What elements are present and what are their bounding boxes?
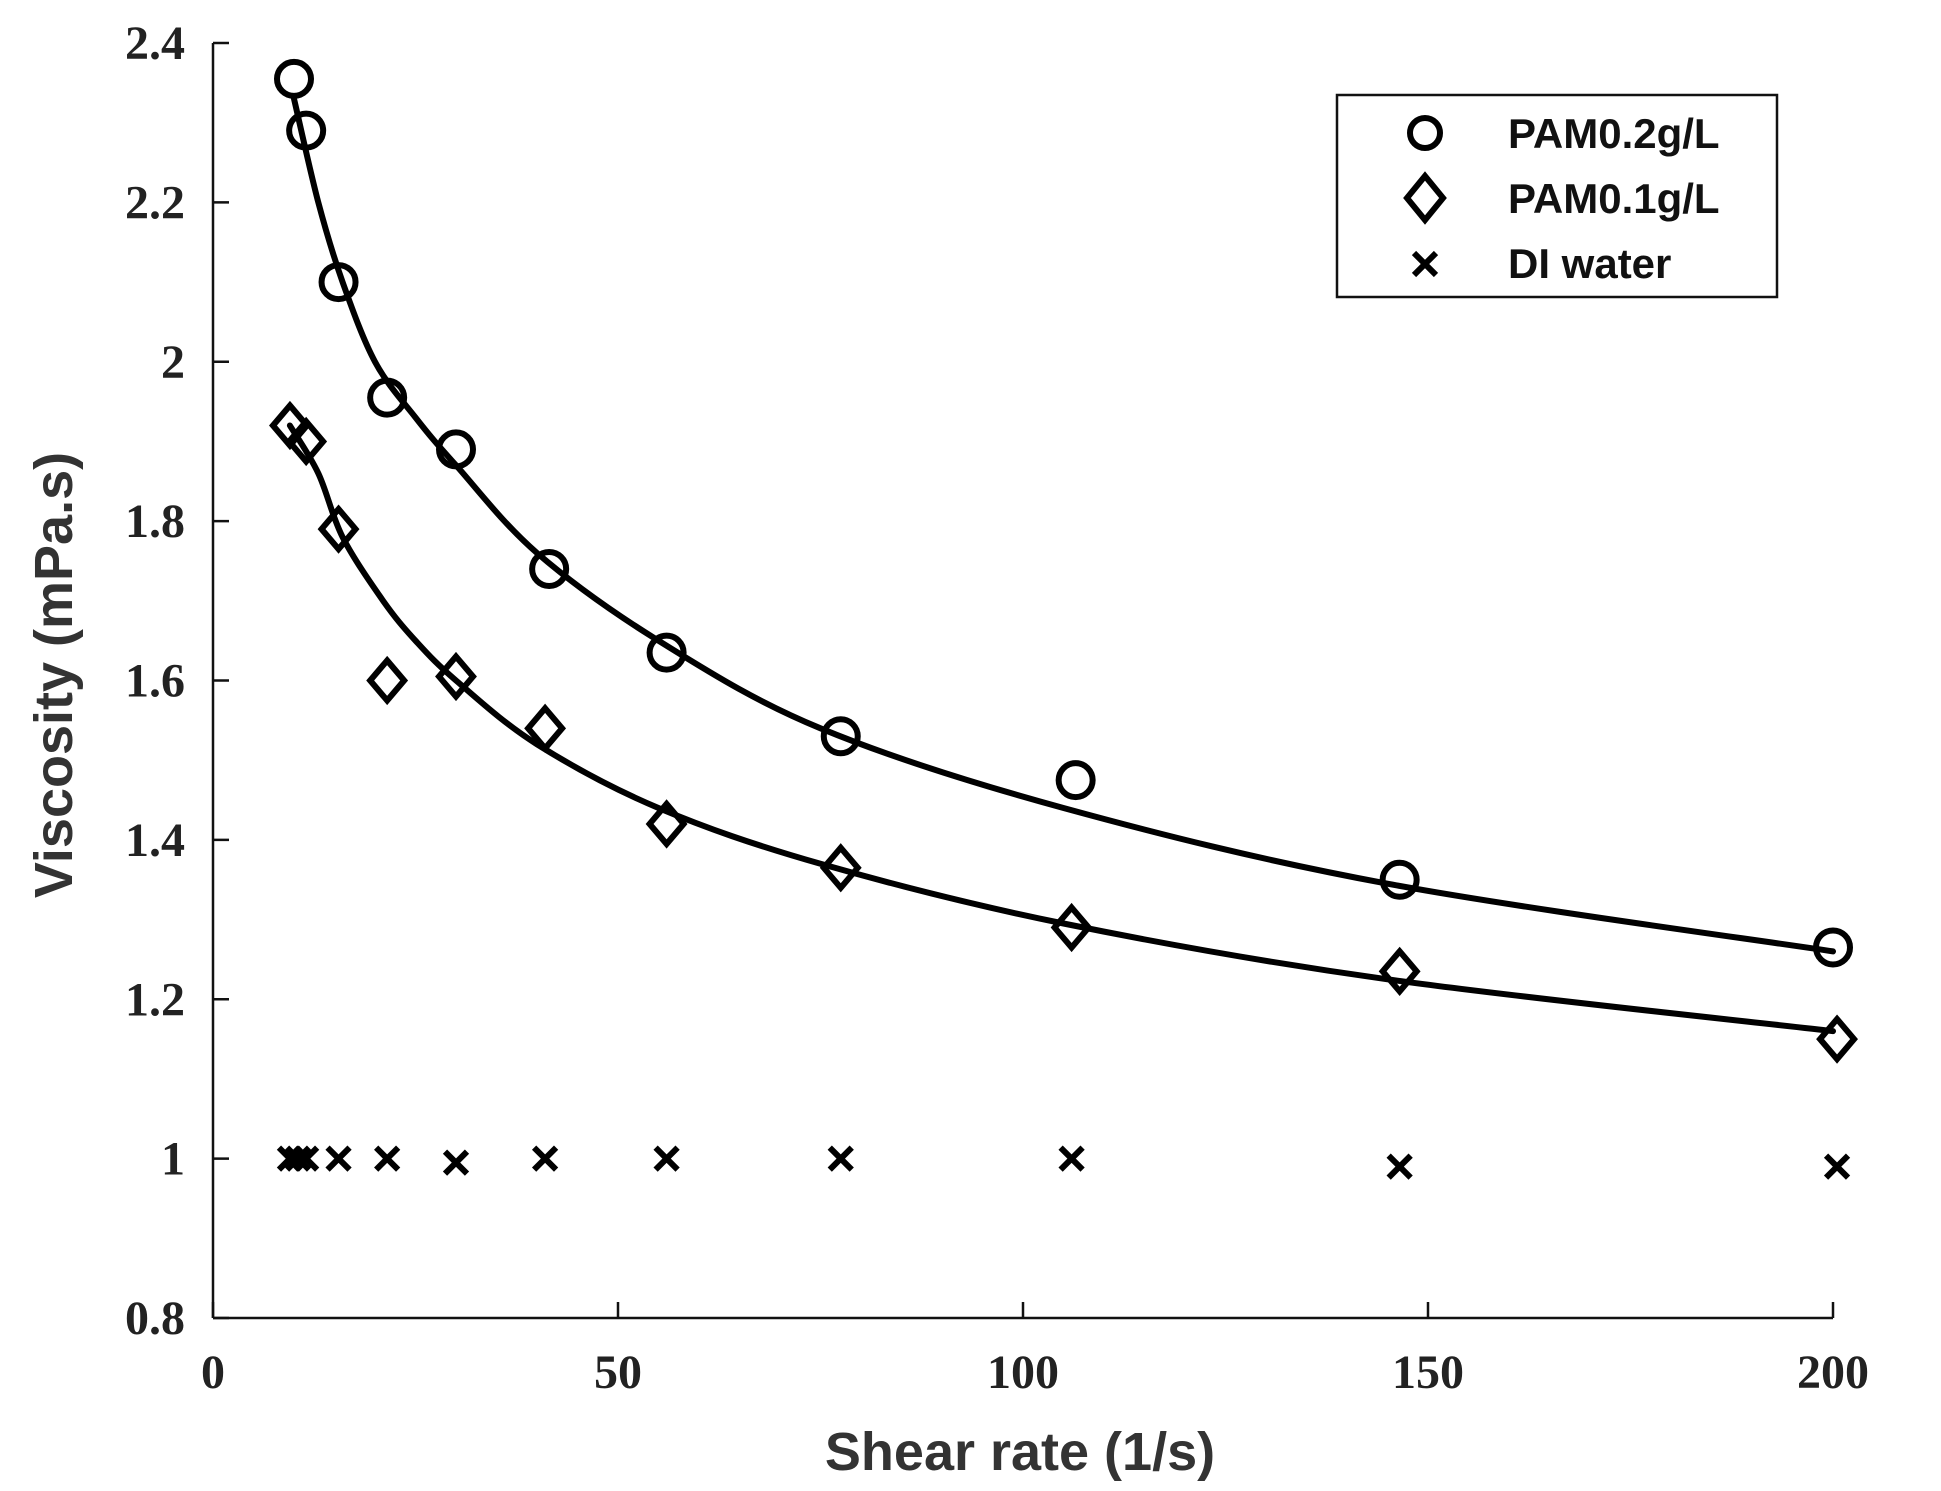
y-tick-label: 1.6 xyxy=(125,655,185,708)
ticks: 0 50 100 150 200 0.8 1 1.2 1.4 1.6 1.8 2 2.2 2.4 xyxy=(125,17,1869,1399)
y-axis-title: Viscosity (mPa.s) xyxy=(24,452,84,898)
circle-marker xyxy=(646,632,687,673)
legend-x-marker xyxy=(1411,250,1439,278)
circle-marker xyxy=(529,548,570,589)
x-marker xyxy=(653,1145,680,1172)
circle-marker xyxy=(1379,859,1420,900)
y-tick-label: 1.4 xyxy=(125,814,185,867)
legend-label-pam02: PAM0.2g/L xyxy=(1508,110,1720,157)
x-marker xyxy=(325,1145,352,1172)
y-tick-label: 2.4 xyxy=(125,17,185,70)
x-marker xyxy=(1823,1153,1851,1180)
circle-marker xyxy=(318,262,359,303)
legend-entry-pam01: PAM0.1g/L xyxy=(1403,171,1720,225)
diamond-marker xyxy=(1050,902,1093,953)
diamond-marker xyxy=(435,651,477,702)
circle-marker xyxy=(1055,760,1096,801)
x-tick-label: 150 xyxy=(1392,1346,1464,1399)
diamond-marker xyxy=(524,703,567,753)
x-axis-title: Shear rate (1/s) xyxy=(825,1422,1215,1482)
diamond-marker xyxy=(366,655,409,706)
x-tick-label: 0 xyxy=(201,1346,225,1399)
x-marker xyxy=(293,1145,320,1172)
x-marker xyxy=(442,1149,470,1176)
x-tick-label: 50 xyxy=(594,1346,642,1399)
diamond-marker xyxy=(645,799,688,849)
y-tick-label: 1 xyxy=(161,1133,185,1186)
y-tick-label: 2 xyxy=(161,336,185,389)
legend-entry-di-water: DI water xyxy=(1411,240,1671,287)
legend-label-di-water: DI water xyxy=(1508,240,1671,287)
circle-marker xyxy=(286,110,327,151)
legend: PAM0.2g/L PAM0.1g/L DI water xyxy=(1335,93,1779,299)
circle-marker xyxy=(820,716,861,757)
y-tick-label: 0.8 xyxy=(125,1292,185,1345)
diamond-marker xyxy=(1378,946,1421,996)
x-marker xyxy=(374,1145,401,1172)
fit-curve-pam01 xyxy=(286,422,1836,1035)
diamond-marker xyxy=(317,504,360,554)
diamond-marker xyxy=(819,843,862,893)
circle-marker xyxy=(274,58,314,99)
diamond-marker xyxy=(1816,1014,1858,1064)
x-marker xyxy=(1058,1145,1085,1172)
circle-marker xyxy=(1813,927,1853,968)
x-marker xyxy=(827,1145,854,1172)
y-tick-label: 1.2 xyxy=(125,973,185,1026)
diamond-marker xyxy=(285,416,328,467)
legend-diamond-marker xyxy=(1403,171,1447,225)
x-marker xyxy=(284,1145,312,1172)
x-marker xyxy=(1386,1153,1413,1180)
data-points xyxy=(269,58,1858,1180)
y-tick-label: 2.2 xyxy=(125,176,185,229)
legend-entry-pam02: PAM0.2g/L xyxy=(1407,110,1720,157)
circle-marker xyxy=(367,377,408,418)
legend-label-pam01: PAM0.1g/L xyxy=(1508,175,1720,222)
circle-marker xyxy=(436,429,476,470)
y-tick-label: 1.8 xyxy=(125,495,185,548)
x-tick-label: 100 xyxy=(987,1346,1059,1399)
x-marker xyxy=(531,1145,559,1172)
legend-circle-marker xyxy=(1407,115,1443,151)
x-tick-label: 200 xyxy=(1797,1346,1869,1399)
